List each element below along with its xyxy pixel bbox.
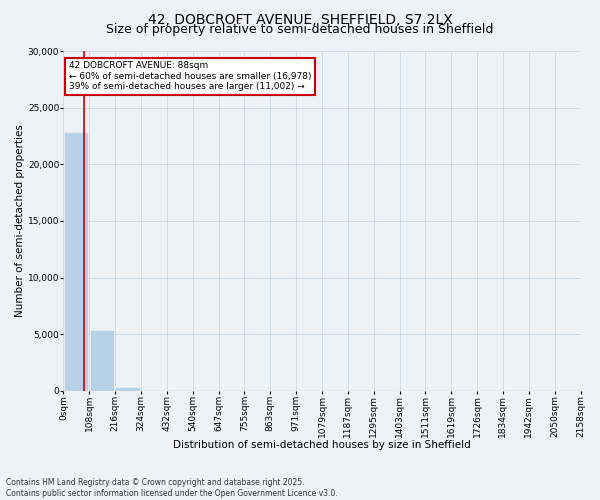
Y-axis label: Number of semi-detached properties: Number of semi-detached properties	[15, 124, 25, 318]
Text: 42, DOBCROFT AVENUE, SHEFFIELD, S7 2LX: 42, DOBCROFT AVENUE, SHEFFIELD, S7 2LX	[148, 12, 452, 26]
Bar	[65, 132, 88, 391]
Text: Contains HM Land Registry data © Crown copyright and database right 2025.
Contai: Contains HM Land Registry data © Crown c…	[6, 478, 338, 498]
Text: Size of property relative to semi-detached houses in Sheffield: Size of property relative to semi-detach…	[106, 22, 494, 36]
Bar	[91, 331, 114, 391]
X-axis label: Distribution of semi-detached houses by size in Sheffield: Distribution of semi-detached houses by …	[173, 440, 471, 450]
Bar	[116, 388, 140, 391]
Text: 42 DOBCROFT AVENUE: 88sqm
← 60% of semi-detached houses are smaller (16,978)
39%: 42 DOBCROFT AVENUE: 88sqm ← 60% of semi-…	[68, 61, 311, 91]
